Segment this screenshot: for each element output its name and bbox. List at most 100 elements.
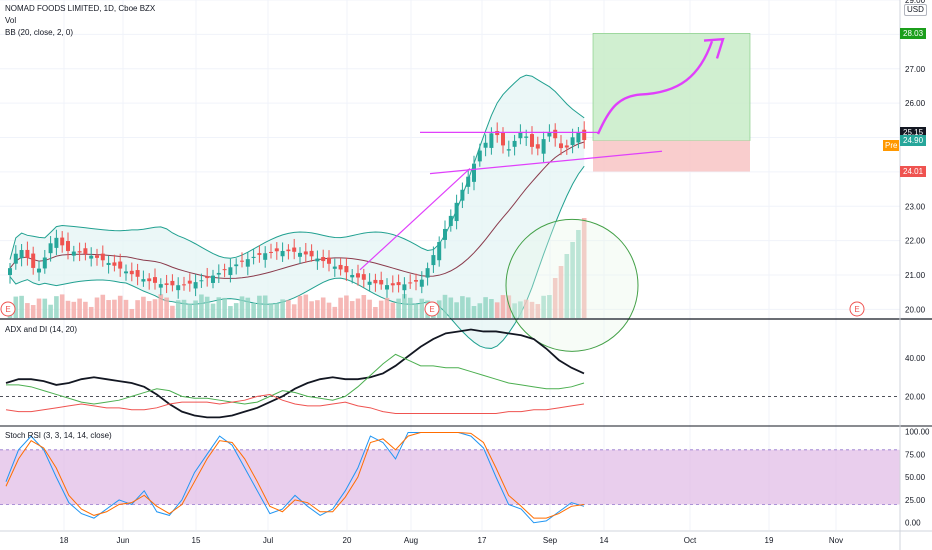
candle-body [350,274,355,278]
volume-bar [576,230,581,318]
candle-body [437,242,442,261]
candle-body [77,251,82,253]
volume-bar [523,299,529,318]
stoch-rsi-panel-lines [0,431,900,524]
volume-bar [581,218,587,318]
candle-body [187,280,192,284]
candle-body [147,278,152,282]
candle-body [153,277,157,283]
symbol-legend[interactable]: NOMAD FOODS LIMITED, 1D, Cboe BZX [5,4,156,13]
candle-body [303,251,308,255]
volume-bar [146,301,152,318]
volume-bar [170,305,175,318]
volume-bar [88,306,94,318]
stoch_d-line [5,431,585,519]
volume-bar [216,297,222,318]
volume-bar [402,294,407,318]
price-candles [8,121,587,299]
candle-body [222,269,227,271]
price-label: 25.15 [900,126,927,138]
x-tick-label: 17 [478,536,487,545]
volume-bar [233,303,239,318]
volume-bar [291,304,297,318]
candle-body [234,264,239,267]
bollinger-legend[interactable]: BB (20, close, 2, 0) [5,28,74,37]
candle-body [106,262,111,265]
drawing-annotations [359,37,725,352]
x-tick-label: 14 [600,536,609,545]
candle-body [495,131,500,136]
candle-body [443,228,447,240]
volume-bar [309,301,314,318]
candle-body [176,285,181,291]
stoch-rsi-legend[interactable]: Stoch RSI (3, 3, 14, 14, close) [5,431,112,440]
candle-body [419,279,424,287]
volume-bar [326,302,332,318]
candle-body [547,132,552,137]
volume-bar [204,296,210,318]
volume-bar [518,301,523,318]
volume-bar [361,295,367,318]
candle-body [71,251,76,256]
candle-body [564,145,569,148]
stop-zone [593,140,750,172]
volume-bar [175,300,181,318]
candle-body [66,241,70,252]
candle-body [524,136,529,138]
candle-body [42,257,47,269]
volume-bar [42,298,48,318]
candle-body [385,285,389,290]
candle-body [402,284,407,291]
projection-arrow [596,40,714,135]
candle-body [501,132,505,146]
candle-body [373,279,378,284]
volume-bar [297,295,303,318]
candle-body [408,282,413,284]
volume-bar [187,303,193,318]
candle-body [240,260,244,262]
volume-bar [494,302,500,318]
currency-button[interactable]: USD [904,4,927,16]
volume-bar [471,306,477,318]
y-tick-label: 22.00 [905,237,926,246]
candle-body [83,248,88,254]
price-label: 24.90 [900,135,927,147]
volume-bar [59,294,65,318]
volume-bar [396,298,401,318]
adx-legend[interactable]: ADX and DI (14, 20) [5,325,78,334]
volume-bar [535,304,541,318]
stoch-band [0,449,900,505]
candle-body [124,271,128,274]
x-tick-label: 18 [60,536,69,545]
volume-bars [7,218,587,318]
volume-bar [262,295,268,318]
x-tick-label: 20 [343,536,352,545]
volume-bar [552,278,558,318]
candle-body [506,149,511,151]
candle-body [141,279,146,282]
volume-bar [123,299,129,318]
volume-bar [344,295,349,318]
candle-body [512,140,517,147]
earnings-marker-label: E [854,305,859,314]
volume-bar [286,300,291,318]
stoch_k-line [5,431,585,524]
volume-legend[interactable]: Vol [5,16,17,25]
candle-body [13,253,18,264]
bollinger-basis [9,141,585,279]
earnings-marker-icon [849,301,865,317]
candle-body [216,272,221,275]
y-tick-label: 100.00 [905,428,930,437]
volume-bar [100,294,106,318]
volume-bar [442,294,448,318]
x-tick-label: Jul [263,536,273,545]
y-tick-label: 26.00 [905,99,926,108]
volume-bar [257,295,262,318]
earnings-marker-label: E [429,305,434,314]
candle-body [541,139,546,154]
volume-bar [349,301,355,318]
volume-bar [268,303,274,318]
candle-body [315,258,320,262]
earnings-marker-label: E [5,305,10,314]
volume-bar [384,297,390,318]
